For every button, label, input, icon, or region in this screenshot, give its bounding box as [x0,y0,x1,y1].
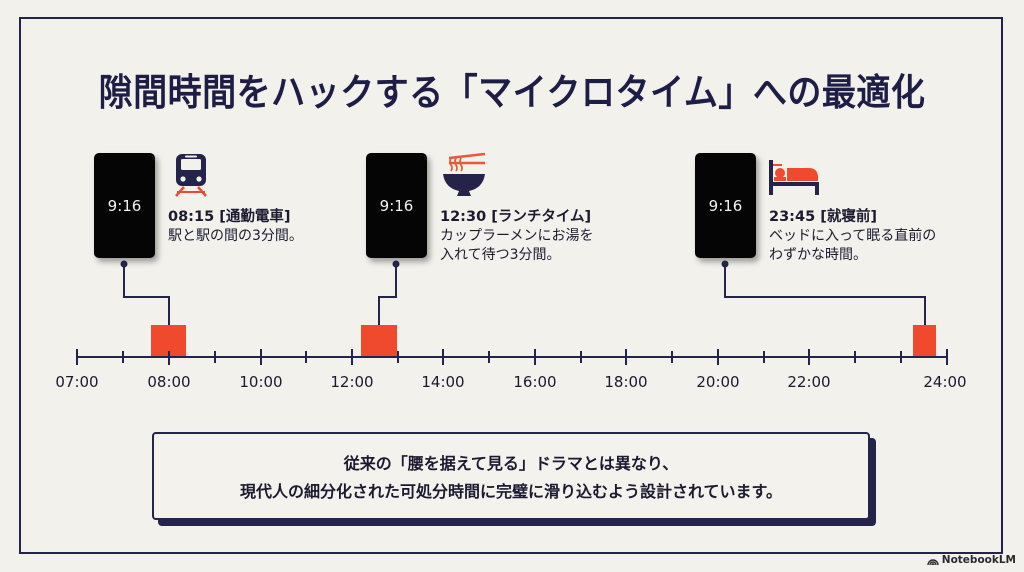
axis-label: 16:00 [513,373,557,391]
event-heading: 08:15 [通勤電車] [168,209,291,225]
notebooklm-brand: NotebookLM [927,554,1016,566]
callout-line: 従来の「腰を据えて見る」ドラマとは異なり、 [343,454,679,473]
axis-label: 20:00 [696,373,740,391]
bed-icon [769,160,819,195]
event-heading: 23:45 [就寝前] [769,209,877,225]
event-commute: 08:15 [通勤電車] 駅と駅の間の3分間。 [168,208,303,246]
summary-callout: 従来の「腰を据えて見る」ドラマとは異なり、 現代人の細分化された可処分時間に完璧… [152,432,870,520]
connector-commute [123,264,170,325]
axis-label: 18:00 [604,373,648,391]
connector-bedtime [724,264,926,325]
axis-label: 07:00 [55,373,99,391]
train-icon [175,154,207,197]
slide-frame [19,17,1003,554]
event-description: 入れて待つ3分間。 [440,247,561,263]
callout-line: 現代人の細分化された可処分時間に完璧に滑り込むよう設計されています。 [240,482,782,501]
phone-bedtime: 9:16 [695,153,756,258]
notebooklm-logo-icon [927,558,939,565]
connector-lunch [378,264,397,325]
event-lunch: 12:30 [ランチタイム] カップラーメンにお湯を 入れて待つ3分間。 [440,208,593,265]
brand-label: NotebookLM [941,554,1016,566]
event-description: カップラーメンにお湯を [440,228,594,244]
event-heading: 12:30 [ランチタイム] [440,209,592,225]
axis-label: 10:00 [239,373,283,391]
event-bedtime: 23:45 [就寝前] ベッドに入って眠る直前の わずかな時間。 [769,208,936,265]
phone-lunch: 9:16 [366,153,427,258]
time-marker-lunch [361,325,397,357]
axis-label: 24:00 [923,373,967,391]
axis-label: 08:00 [147,373,191,391]
phone-screen-label: 9:16 [379,196,414,215]
axis-label: 22:00 [787,373,831,391]
event-description: 駅と駅の間の3分間。 [168,228,303,244]
phone-screen-label: 9:16 [107,196,142,215]
axis-label: 14:00 [421,373,465,391]
event-description: わずかな時間。 [769,247,867,263]
slide-title: 隙間時間をハックする「マイクロタイム」への最適化 [98,71,926,114]
phone-commute: 9:16 [94,153,155,258]
time-marker-bedtime [913,325,936,357]
axis-label: 12:00 [330,373,374,391]
event-description: ベッドに入って眠る直前の [769,228,937,244]
ramen-bowl-icon [443,152,486,196]
phone-screen-label: 9:16 [708,196,743,215]
